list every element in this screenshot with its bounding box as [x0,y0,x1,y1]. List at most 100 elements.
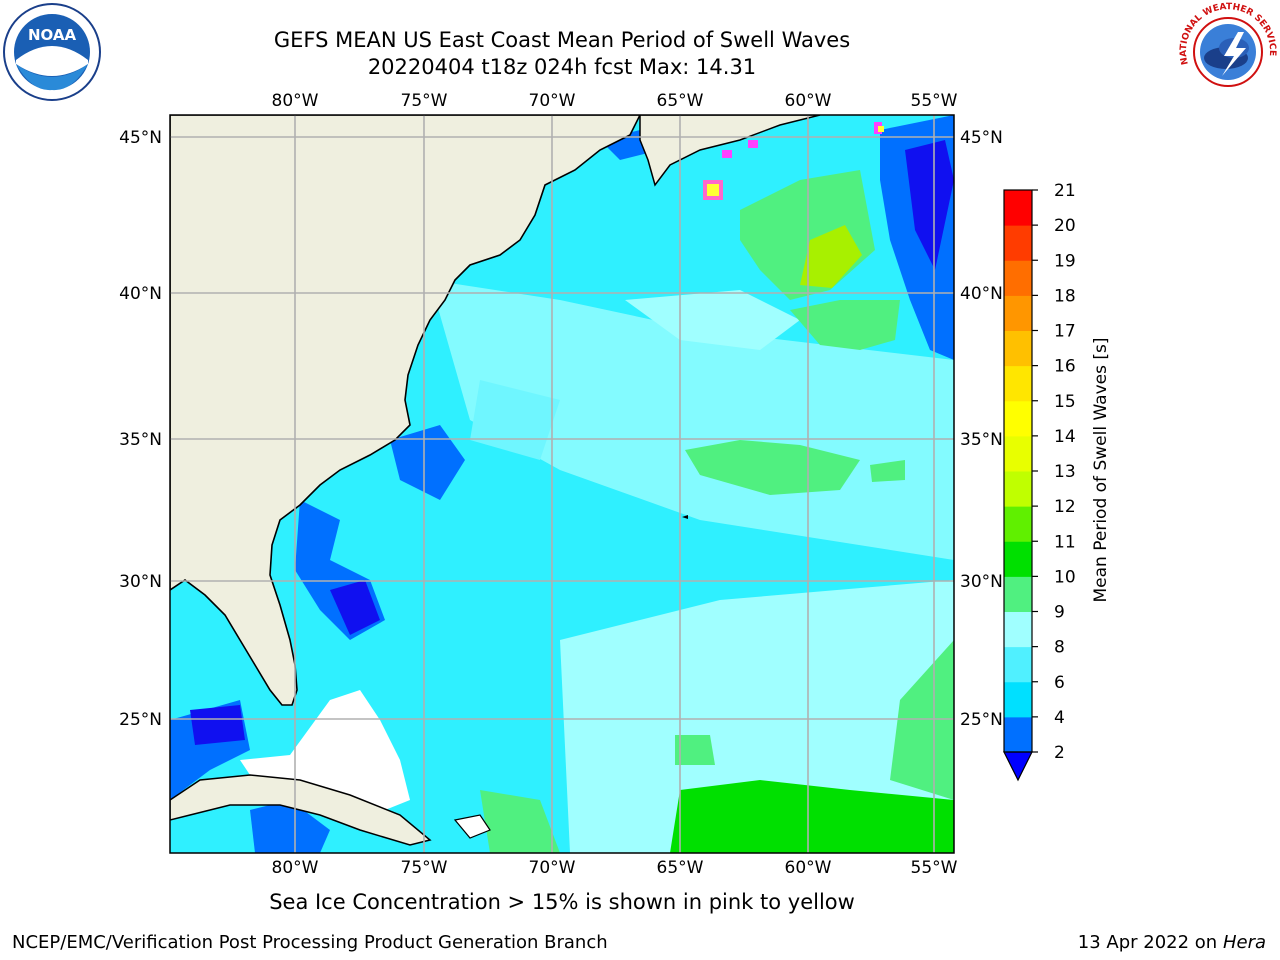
bermuda-island [682,515,688,519]
swell-region-9s-central [685,440,860,495]
swell-region-3s-hatteras [390,425,465,500]
colorbar-tick-6: 11 [1054,532,1076,552]
canada-land [639,115,821,187]
lon-tick-top-5: 55°W [911,91,958,111]
lat-tick-left-3: 30°N [119,572,162,592]
colorbar-segment-14 [1004,225,1032,261]
swell-region-12s [800,225,862,288]
colorbar-segment-10 [1004,365,1032,402]
colorbar-tick-4: 9 [1054,603,1065,623]
chart-subtitle: 20220404 t18z 024h fcst Max: 14.31 [367,55,757,79]
footer-date: 13 Apr 2022 on Hera [1078,932,1266,953]
map-plot-area [170,115,954,853]
longitude-labels-top: 80°W 75°W 70°W 65°W 60°W 55°W [272,91,958,111]
hispaniola-land [453,814,491,839]
colorbar-tick-2: 6 [1054,673,1065,693]
colorbar-tick-10: 15 [1054,392,1076,412]
sea-ice-core [707,184,719,196]
swell-region-2s-gulf [190,705,245,745]
colorbar-segment-0 [1004,716,1032,753]
nws-logo-icon: NATIONAL WEATHER SERVICE [1179,2,1277,100]
colorbar-tick-5: 10 [1054,567,1076,587]
colorbar-segment-15 [1004,190,1032,226]
lat-tick-left-2: 35°N [119,430,162,450]
colorbar-segment-3 [1004,611,1032,648]
lon-tick-bottom-4: 60°W [785,858,832,878]
footer-date-text: 13 Apr 2022 on [1077,932,1218,953]
colorbar-extend-arrow [1003,751,1033,782]
colorbar-segment-13 [1004,260,1032,296]
noaa-logo-icon: NOAA [3,3,101,101]
lon-tick-bottom-2: 70°W [529,858,576,878]
colorbar-segment-6 [1004,506,1032,542]
no-data-patch [290,740,400,800]
colorbar-segment-2 [1004,646,1032,683]
colorbar-tick-15: 20 [1054,216,1076,236]
lat-tick-left-1: 40°N [119,284,162,304]
swell-region-8s-north [625,290,800,350]
lat-tick-left-0: 45°N [119,128,162,148]
sea-ice-pixel-core [878,126,884,132]
colorbar-segment-11 [1004,330,1032,367]
swell-region-9s-east [870,460,905,482]
lon-tick-top-3: 65°W [657,91,704,111]
sea-ice-caption: Sea Ice Concentration > 15% is shown in … [269,890,855,914]
swell-region-3s-caribbean [250,800,330,853]
colorbar-segment-12 [1004,295,1032,331]
lon-tick-top-0: 80°W [272,91,319,111]
colorbar-tick-11: 16 [1054,357,1076,377]
swell-region-7s [470,380,560,460]
swell-region-2s-ne [905,140,954,270]
lon-tick-top-4: 60°W [785,91,832,111]
map-frame [169,114,955,854]
sea-ice-pixel-2 [748,140,758,148]
colorbar-tick-8: 13 [1054,462,1076,482]
colorbar-segment-7 [1004,471,1032,507]
colorbar-tick-13: 18 [1054,286,1076,306]
colorbar-segment-5 [1004,541,1032,577]
cuba-land [170,774,432,846]
footer-host: Hera [1222,932,1266,953]
lat-tick-right-3: 30°N [960,572,1003,592]
colorbar-tick-12: 17 [1054,322,1076,342]
colorbar-tick-9: 14 [1054,427,1076,447]
lon-tick-top-2: 70°W [529,91,576,111]
lon-tick-bottom-0: 80°W [272,858,319,878]
colorbar-tick-7: 12 [1054,497,1076,517]
footer-credit: NCEP/EMC/Verification Post Processing Pr… [12,932,608,953]
colorbar: 2 4 6 8 9 10 11 12 13 14 15 16 17 18 19 20 21 [1003,181,1076,782]
swell-region-9s-sw [480,790,560,853]
swell-region-8s-south [560,580,954,853]
latitude-labels-left: 45°N 40°N 35°N 30°N 25°N [119,128,162,730]
noaa-logo-text: NOAA [28,26,77,44]
colorbar-tick-3: 8 [1054,638,1065,658]
lon-tick-bottom-3: 65°W [657,858,704,878]
lon-tick-bottom-5: 55°W [911,858,958,878]
colorbar-tick-1: 4 [1054,708,1065,728]
colorbar-segment-1 [1004,681,1032,718]
colorbar-label: Mean Period of Swell Waves [s] [1091,338,1111,603]
swell-region-2s-florida [330,580,380,635]
colorbar-tick-0: 2 [1054,743,1065,763]
swell-region-9s-patch [675,735,715,765]
lat-tick-left-4: 25°N [119,710,162,730]
lon-tick-bottom-1: 75°W [401,858,448,878]
colorbar-tick-16: 21 [1054,181,1076,201]
lat-tick-right-4: 25°N [960,710,1003,730]
colorbar-tick-14: 19 [1054,251,1076,271]
swell-region-9s-se [890,640,954,800]
sea-ice-pixel [722,150,732,158]
latitude-labels-right: 45°N 40°N 35°N 30°N 25°N [960,128,1003,730]
swell-region-10s-south [670,780,954,853]
lon-tick-top-1: 75°W [401,91,448,111]
graticule [170,115,954,853]
longitude-labels-bottom: 80°W 75°W 70°W 65°W 60°W 55°W [272,858,958,878]
us-east-coast-land [170,115,641,706]
colorbar-segment-9 [1004,400,1032,437]
lat-tick-right-2: 35°N [960,430,1003,450]
lat-tick-right-1: 40°N [960,284,1003,304]
lat-tick-right-0: 45°N [960,128,1003,148]
swell-region-9s-ne2 [790,300,900,350]
chart-title: GEFS MEAN US East Coast Mean Period of S… [273,28,851,52]
